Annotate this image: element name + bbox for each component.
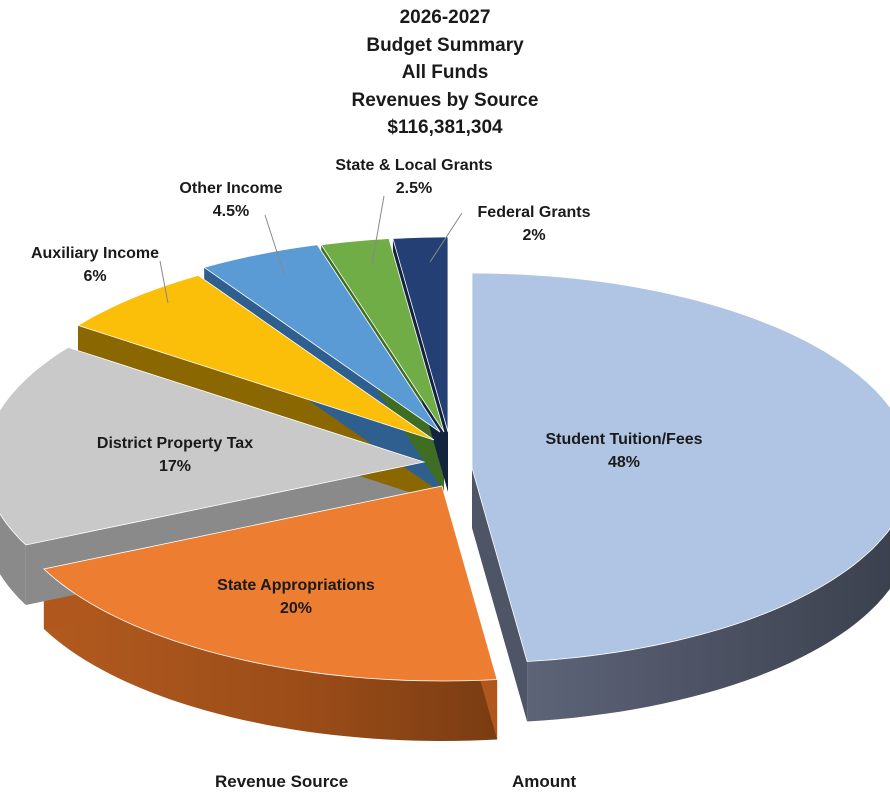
slice-state-local-grants <box>320 238 445 433</box>
slice-auxiliary-income <box>77 274 435 441</box>
slice-percent-auxiliary-income: 6% <box>83 268 106 285</box>
leader-line-other-income <box>264 214 285 275</box>
slice-label-federal-grants: Federal Grants <box>478 204 591 221</box>
leader-line-state-local-grants <box>371 195 385 265</box>
slice-label-state-local-grants: State & Local Grants <box>335 157 492 174</box>
title-line-funds: All Funds <box>401 62 489 83</box>
slice-percent-student-tuition-fees: 48% <box>608 454 640 471</box>
slice-student-tuition-fees <box>471 272 890 662</box>
title-line-summary: Budget Summary <box>366 34 524 56</box>
pie-leaders <box>159 195 463 304</box>
header-revenue-source: Revenue Source <box>215 772 349 791</box>
slice-percent-federal-grants: 2% <box>522 227 545 244</box>
slice-side-state-appropriations <box>43 569 498 741</box>
slice-label-other-income: Other Income <box>179 180 282 197</box>
slice-federal-grants <box>392 236 449 433</box>
slice-other-income <box>203 244 441 433</box>
slice-label-state-appropriations: State Appropriations <box>217 577 375 594</box>
slice-percent-district-property-tax: 17% <box>159 458 191 475</box>
slice-percent-state-local-grants: 2.5% <box>396 180 432 197</box>
slice-label-district-property-tax: District Property Tax <box>97 435 253 452</box>
leader-line-auxiliary-income <box>159 260 169 304</box>
slice-side-student-tuition-fees <box>527 528 890 722</box>
slice-percent-other-income: 4.5% <box>213 203 249 220</box>
title-line-revenues: Revenues by Source <box>351 89 539 111</box>
leader-line-federal-grants <box>429 212 463 263</box>
pie-tops <box>0 236 890 682</box>
slice-percent-state-appropriations: 20% <box>280 600 312 617</box>
title-line-total: $116,381,304 <box>387 117 503 138</box>
revenue-table-header: Revenue Source Amount <box>0 772 890 792</box>
slice-edge-student-tuition-fees <box>472 468 528 722</box>
slice-side-district-property-tax <box>0 514 26 605</box>
header-amount: Amount <box>512 772 577 791</box>
slice-label-student-tuition-fees: Student Tuition/Fees <box>545 431 702 448</box>
chart-title: 2026-2027 Budget Summary All Funds Reven… <box>0 4 890 142</box>
title-line-year: 2026-2027 <box>399 7 491 28</box>
slice-state-appropriations <box>43 485 498 682</box>
slice-label-auxiliary-income: Auxiliary Income <box>31 245 159 262</box>
pie-labels: Student Tuition/Fees 48% State Appropriati… <box>31 157 703 617</box>
slice-district-property-tax <box>0 346 426 546</box>
